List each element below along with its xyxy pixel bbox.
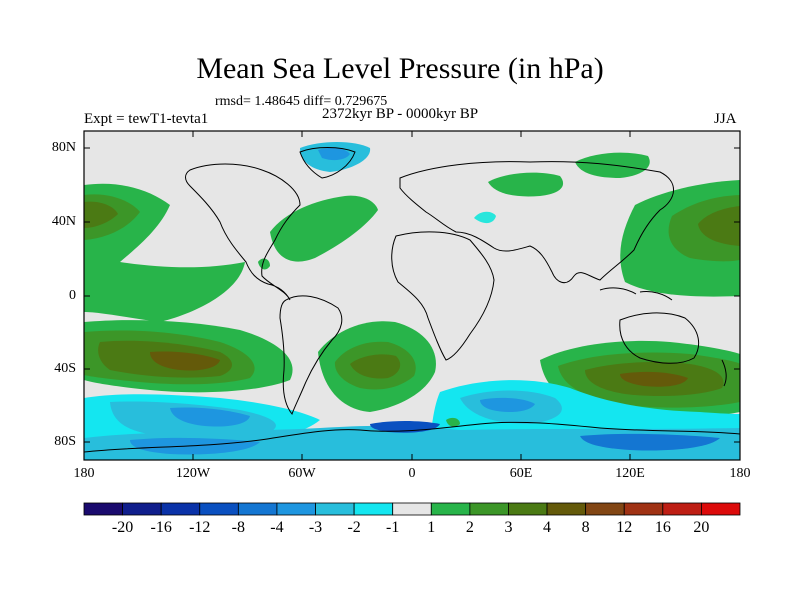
season-label: JJA xyxy=(714,111,737,127)
colorbar-label: 4 xyxy=(543,519,552,536)
coast-australia xyxy=(619,312,700,364)
anomaly-antarctic-deep-west xyxy=(130,437,260,455)
colorbar xyxy=(83,502,741,516)
x-tick-label: 120E xyxy=(615,466,645,481)
colorbar-label: 12 xyxy=(616,519,633,536)
colorbar-swatch xyxy=(508,502,548,516)
anomaly-siberia xyxy=(488,172,564,197)
anomaly-indian-ocean-max xyxy=(620,371,688,387)
experiment-label: Expt = tewT1-tevta1 xyxy=(84,111,209,127)
coast-south-america xyxy=(279,295,343,416)
x-tick-label: 180 xyxy=(729,466,751,481)
anomaly-southern-ocean-indian-deep xyxy=(480,397,535,412)
colorbar-swatch xyxy=(237,502,278,516)
coast-greenland xyxy=(299,147,356,179)
colorbar-swatch xyxy=(392,502,432,516)
anomaly-north-pacific-west-peak xyxy=(84,201,118,228)
colorbar-swatch xyxy=(160,502,201,516)
anomaly-antarctic-small xyxy=(446,417,460,427)
coastlines xyxy=(84,147,740,453)
x-tick-label: 180 xyxy=(73,466,95,481)
colorbar-label: 8 xyxy=(581,519,590,536)
anomaly-southern-ocean-pacific-deep xyxy=(170,407,250,427)
anomaly-antarctic-east xyxy=(580,433,720,451)
colorbar-label: -20 xyxy=(111,519,134,536)
coast-africa xyxy=(391,231,495,361)
anomaly-south-atlantic-peak xyxy=(350,354,401,379)
coast-new-zealand xyxy=(721,359,727,387)
map-field xyxy=(84,131,740,460)
anomaly-caspian xyxy=(474,211,496,224)
y-tick-label: 40S xyxy=(54,361,76,376)
colorbar-swatch xyxy=(623,502,664,516)
colorbar-label: 20 xyxy=(693,519,710,536)
axis-ticks xyxy=(83,131,741,460)
colorbar-swatch xyxy=(199,502,239,516)
colorbar-label: -4 xyxy=(270,519,284,536)
colorbar-swatch xyxy=(83,502,123,516)
coast-antarctica xyxy=(84,421,740,453)
colorbar-swatch xyxy=(585,502,625,516)
colorbar-swatch xyxy=(122,502,162,516)
anomaly-north-pacific-east-peak xyxy=(698,206,740,246)
map-title: Mean Sea Level Pressure (in hPa) xyxy=(196,52,604,85)
colorbar-swatch xyxy=(276,502,316,516)
anomaly-caribbean xyxy=(258,258,270,270)
colorbar-label: -16 xyxy=(150,519,172,536)
coast-indonesia xyxy=(599,287,673,301)
colorbar-swatch xyxy=(315,502,355,516)
colorbar-label: -2 xyxy=(347,519,361,536)
y-tick-label: 0 xyxy=(69,288,76,303)
colorbar-label: -1 xyxy=(386,519,400,536)
anomaly-antarctic xyxy=(84,425,740,460)
y-tick-label: 40N xyxy=(51,214,76,229)
coast-north-america xyxy=(185,163,301,301)
colorbar-swatch xyxy=(662,502,702,516)
colorbar-label: -12 xyxy=(189,519,211,536)
colorbar-label: 1 xyxy=(427,519,436,536)
coast-eurasia xyxy=(399,161,674,284)
colorbar-label: -8 xyxy=(231,519,245,536)
anomaly-north-atlantic xyxy=(270,195,378,262)
x-tick-label: 60E xyxy=(509,466,533,481)
x-tick-label: 60W xyxy=(288,466,316,481)
anomaly-greenland-core xyxy=(318,147,350,161)
y-tick-label: 80S xyxy=(54,434,76,449)
period-label: 2372kyr BP - 0000kyr BP xyxy=(322,106,479,122)
stats-label: rmsd= 1.48645 diff= 0.729675 xyxy=(215,94,388,109)
x-tick-label: 0 xyxy=(408,466,416,481)
colorbar-label: 2 xyxy=(465,519,474,536)
colorbar-swatch xyxy=(353,502,394,516)
colorbar-swatch xyxy=(430,502,471,516)
anomaly-south-pacific-max xyxy=(150,351,220,371)
colorbar-swatch xyxy=(546,502,587,516)
colorbar-swatch xyxy=(469,502,509,516)
colorbar-label: -3 xyxy=(308,519,323,536)
colorbar-swatch xyxy=(701,502,741,516)
x-tick-label: 120W xyxy=(175,466,211,481)
y-tick-label: 80N xyxy=(51,140,76,155)
colorbar-label: 3 xyxy=(504,519,513,536)
colorbar-label: 16 xyxy=(654,519,671,536)
